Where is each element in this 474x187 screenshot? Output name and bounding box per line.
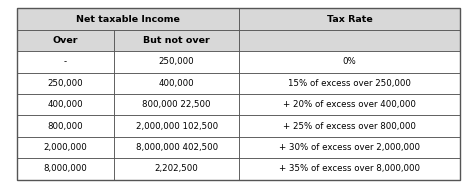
Text: + 25% of excess over 800,000: + 25% of excess over 800,000 bbox=[283, 122, 416, 131]
Text: + 20% of excess over 400,000: + 20% of excess over 400,000 bbox=[283, 100, 416, 109]
Bar bbox=[114, 115, 239, 137]
Bar bbox=[239, 73, 460, 94]
Text: 8,000,000 402,500: 8,000,000 402,500 bbox=[136, 143, 218, 152]
Text: Over: Over bbox=[53, 36, 78, 45]
Text: -: - bbox=[64, 57, 67, 66]
Bar bbox=[114, 137, 239, 158]
Text: 2,202,500: 2,202,500 bbox=[155, 164, 199, 173]
Bar bbox=[239, 51, 460, 73]
Bar bbox=[239, 30, 460, 51]
Text: 250,000: 250,000 bbox=[47, 79, 83, 88]
Bar bbox=[239, 158, 460, 180]
Text: 8,000,000: 8,000,000 bbox=[43, 164, 87, 173]
Text: 0%: 0% bbox=[343, 57, 356, 66]
Bar bbox=[17, 8, 239, 30]
Text: 2,000,000 102,500: 2,000,000 102,500 bbox=[136, 122, 218, 131]
Bar bbox=[17, 30, 114, 51]
Text: 400,000: 400,000 bbox=[47, 100, 83, 109]
Bar bbox=[114, 51, 239, 73]
Text: Net taxable Income: Net taxable Income bbox=[76, 15, 180, 24]
Text: 800,000 22,500: 800,000 22,500 bbox=[142, 100, 211, 109]
Bar bbox=[17, 8, 239, 30]
Bar bbox=[239, 8, 460, 30]
Text: Tax Rate: Tax Rate bbox=[327, 15, 373, 24]
Bar bbox=[239, 8, 460, 30]
Text: 800,000: 800,000 bbox=[47, 122, 83, 131]
Bar bbox=[17, 158, 114, 180]
Text: 15% of excess over 250,000: 15% of excess over 250,000 bbox=[288, 79, 411, 88]
Bar bbox=[239, 115, 460, 137]
Bar bbox=[17, 30, 114, 51]
Bar bbox=[17, 73, 114, 94]
Bar bbox=[17, 115, 114, 137]
Bar bbox=[114, 30, 239, 51]
Bar bbox=[239, 137, 460, 158]
Bar bbox=[239, 94, 460, 115]
Bar bbox=[17, 137, 114, 158]
Text: + 35% of excess over 8,000,000: + 35% of excess over 8,000,000 bbox=[279, 164, 420, 173]
Bar bbox=[114, 30, 239, 51]
Bar bbox=[114, 158, 239, 180]
Bar bbox=[114, 94, 239, 115]
Bar bbox=[17, 51, 114, 73]
Text: But not over: But not over bbox=[143, 36, 210, 45]
Text: 250,000: 250,000 bbox=[159, 57, 194, 66]
Text: + 30% of excess over 2,000,000: + 30% of excess over 2,000,000 bbox=[279, 143, 420, 152]
Bar bbox=[114, 73, 239, 94]
Bar bbox=[17, 94, 114, 115]
Bar bbox=[239, 30, 460, 51]
Text: 400,000: 400,000 bbox=[159, 79, 194, 88]
Text: 2,000,000: 2,000,000 bbox=[43, 143, 87, 152]
